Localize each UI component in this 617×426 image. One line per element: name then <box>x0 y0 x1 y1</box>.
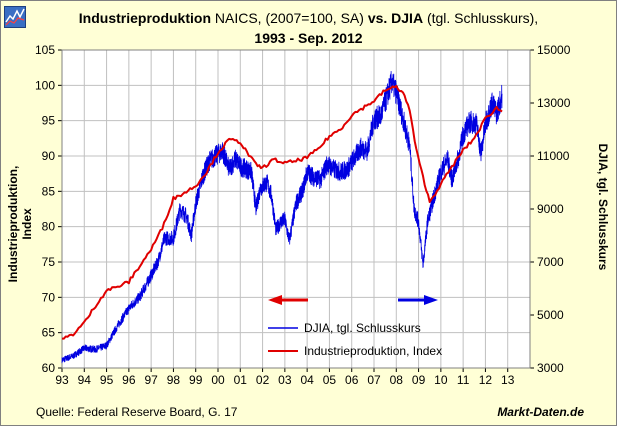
y-left-tick-label: 70 <box>42 290 56 304</box>
x-tick-label: 02 <box>256 373 270 387</box>
y-left-tick-label: 60 <box>42 361 56 375</box>
x-tick-label: 05 <box>323 373 337 387</box>
x-tick-label: 98 <box>167 373 181 387</box>
x-tick-label: 00 <box>211 373 225 387</box>
y-right-tick-label: 13000 <box>537 96 571 110</box>
y-left-tick-label: 80 <box>42 220 56 234</box>
title-period: 1993 - Sep. 2012 <box>254 30 363 46</box>
y-left-tick-label: 65 <box>42 326 56 340</box>
y-right-tick-label: 3000 <box>537 361 564 375</box>
title-naics: NAICS, (2007=100, SA) <box>211 10 368 26</box>
x-tick-label: 01 <box>234 373 248 387</box>
y-left-tick-label: 75 <box>42 255 56 269</box>
x-tick-label: 13 <box>501 373 515 387</box>
brand-label: Markt-Daten.de <box>497 405 584 419</box>
x-tick-label: 06 <box>345 373 359 387</box>
x-tick-label: 93 <box>55 373 69 387</box>
source-note: Quelle: Federal Reserve Board, G. 17 <box>36 405 238 419</box>
plot-border <box>61 49 531 369</box>
x-tick-label: 96 <box>122 373 136 387</box>
legend-label-ip: Industrieproduktion, Index <box>304 344 442 358</box>
title-tgl: (tgl. Schlusskurs), <box>423 10 539 26</box>
y-right-tick-label: 5000 <box>537 308 564 322</box>
x-tick-label: 10 <box>434 373 448 387</box>
y-right-tick-label: 15000 <box>537 43 571 57</box>
x-tick-label: 97 <box>144 373 158 387</box>
y-right-tick-label: 7000 <box>537 255 564 269</box>
x-tick-label: 07 <box>367 373 381 387</box>
series-ip-line <box>62 84 503 340</box>
x-tick-label: 03 <box>278 373 292 387</box>
x-tick-label: 09 <box>412 373 426 387</box>
title-bold-ip: Industrieproduktion <box>78 10 211 26</box>
title-bold-djia: vs. DJIA <box>367 10 424 26</box>
y-left-tick-label: 90 <box>42 149 56 163</box>
x-tick-label: 08 <box>390 373 404 387</box>
legend-label-djia: DJIA, tgl. Schlusskurs <box>304 321 421 335</box>
y-left-tick-label: 105 <box>35 43 55 57</box>
y-left-tick-label: 85 <box>42 184 56 198</box>
series-djia-line <box>61 71 503 364</box>
y-left-tick-label: 95 <box>42 114 56 128</box>
x-tick-label: 94 <box>78 373 92 387</box>
chart-logo-icon <box>4 6 26 28</box>
x-tick-label: 11 <box>457 373 470 387</box>
x-tick-label: 12 <box>479 373 493 387</box>
y-right-tick-label: 9000 <box>537 202 564 216</box>
y-right-tick-label: 11000 <box>537 149 570 163</box>
x-tick-label: 99 <box>189 373 203 387</box>
y-left-tick-label: 100 <box>35 78 55 92</box>
arrow-right-icon <box>424 295 438 305</box>
x-tick-label: 04 <box>300 373 314 387</box>
x-tick-label: 95 <box>100 373 114 387</box>
arrow-left-icon <box>268 295 282 305</box>
chart-title: Industrieproduktion NAICS, (2007=100, SA… <box>0 8 617 48</box>
